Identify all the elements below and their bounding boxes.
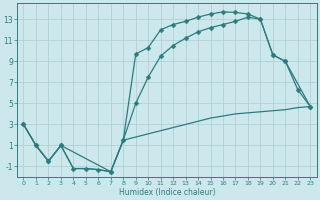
- X-axis label: Humidex (Indice chaleur): Humidex (Indice chaleur): [119, 188, 215, 197]
